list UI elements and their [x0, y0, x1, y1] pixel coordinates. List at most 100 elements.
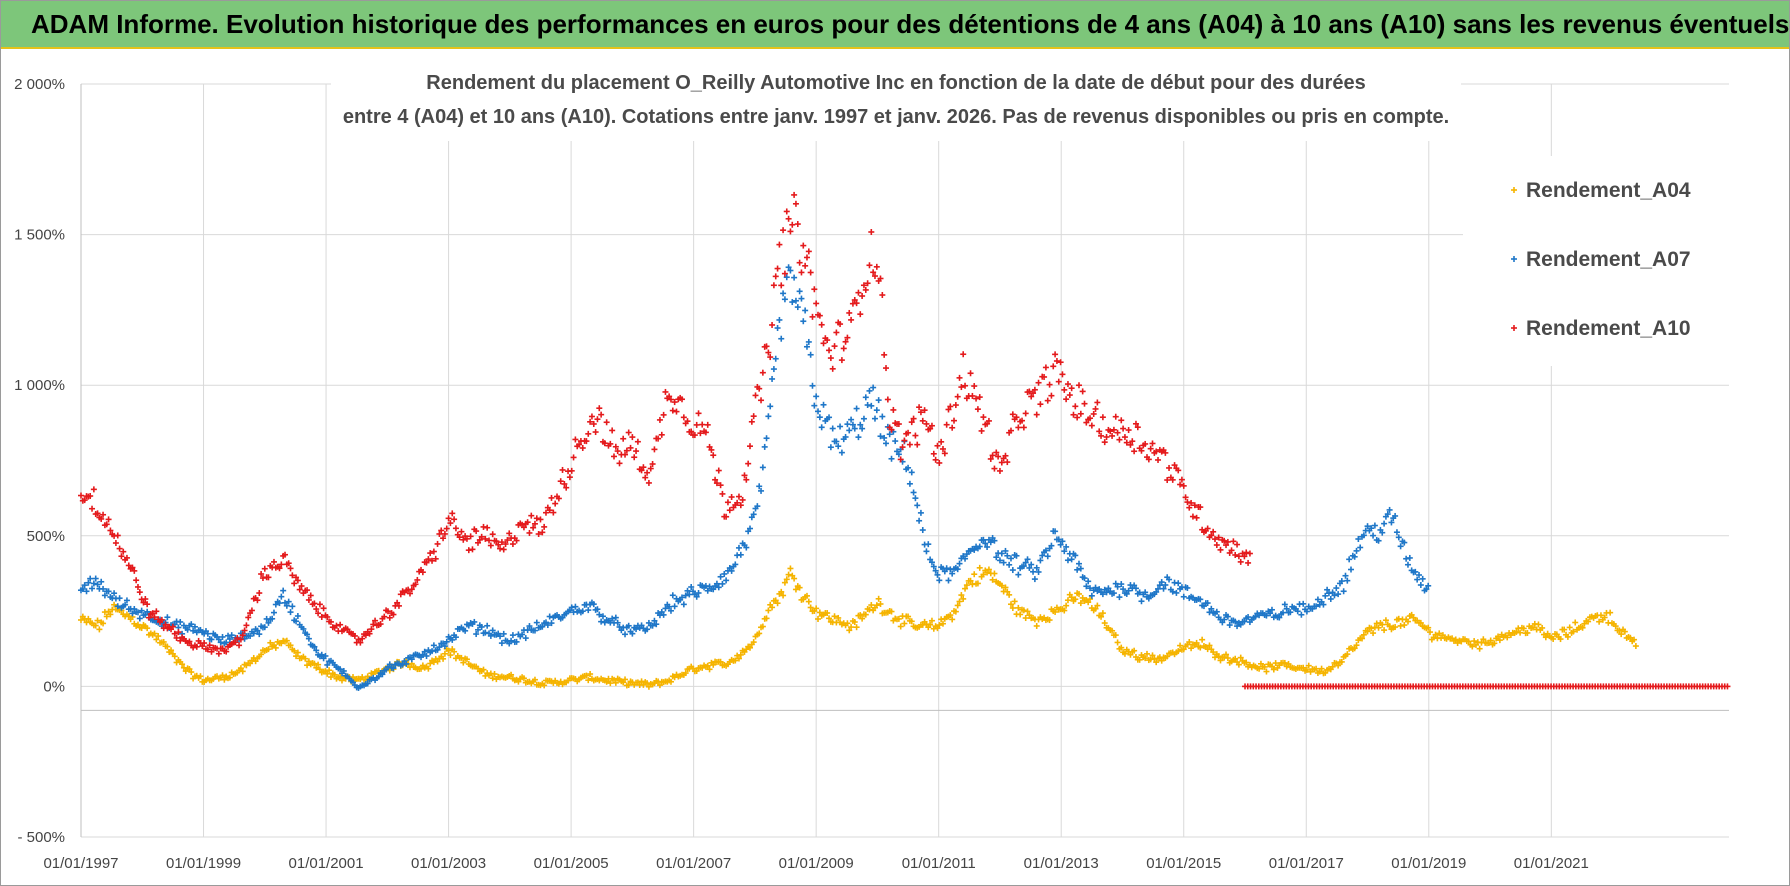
data-point — [892, 438, 899, 445]
data-point — [489, 675, 496, 682]
data-point — [743, 544, 750, 551]
data-point — [910, 489, 917, 496]
data-point — [756, 630, 763, 637]
data-point — [1112, 413, 1119, 420]
data-point — [688, 583, 695, 590]
data-point — [522, 635, 529, 642]
data-point — [293, 618, 300, 625]
data-point — [473, 528, 480, 535]
data-point — [406, 590, 413, 597]
data-point — [895, 421, 902, 428]
data-point — [1471, 638, 1478, 645]
data-point — [1175, 648, 1182, 655]
data-point — [625, 681, 632, 688]
data-point — [1143, 650, 1150, 657]
data-point — [531, 627, 538, 634]
data-point — [1164, 477, 1171, 484]
data-point — [294, 649, 301, 656]
data-point — [1055, 536, 1062, 543]
data-point — [1147, 445, 1154, 452]
banner: ADAM Informe. Evolution historique des p… — [1, 1, 1789, 49]
data-point — [1335, 591, 1342, 598]
data-point — [750, 511, 757, 518]
data-point — [686, 591, 693, 598]
data-point — [802, 262, 809, 269]
data-point — [1268, 663, 1275, 670]
data-point — [743, 476, 750, 483]
data-point — [1020, 424, 1027, 431]
data-point — [678, 396, 685, 403]
data-point — [513, 638, 520, 645]
data-point — [1331, 592, 1338, 599]
data-point — [1158, 657, 1165, 664]
data-point — [1109, 432, 1116, 439]
data-point — [537, 516, 544, 523]
data-point — [947, 612, 954, 619]
data-point — [620, 435, 627, 442]
data-point — [440, 655, 447, 662]
data-point — [789, 299, 796, 306]
data-point — [98, 515, 105, 522]
data-point — [140, 599, 147, 606]
data-point — [1314, 596, 1321, 603]
data-point — [337, 666, 344, 673]
data-point — [1524, 629, 1531, 636]
data-point — [835, 614, 842, 621]
data-point — [1092, 405, 1099, 412]
data-point — [1103, 589, 1110, 596]
data-point — [723, 577, 730, 584]
data-point — [941, 450, 948, 457]
data-point — [1039, 552, 1046, 559]
data-point — [1318, 665, 1325, 672]
data-point — [1083, 419, 1090, 426]
series-Rendement_A04 — [78, 564, 1639, 690]
data-point — [901, 620, 908, 627]
data-point — [695, 589, 702, 596]
data-point — [1287, 609, 1294, 616]
data-point — [1417, 619, 1424, 626]
data-point — [116, 545, 123, 552]
data-point — [276, 565, 283, 572]
data-point — [912, 495, 919, 502]
data-point — [1033, 411, 1040, 418]
data-point — [304, 587, 311, 594]
data-point — [250, 630, 257, 637]
data-point — [883, 365, 890, 372]
data-point — [471, 618, 478, 625]
data-point — [587, 671, 594, 678]
data-point — [304, 631, 311, 638]
data-point — [1496, 637, 1503, 644]
data-point — [831, 613, 838, 620]
data-point — [90, 580, 97, 587]
data-point — [324, 613, 331, 620]
data-point — [1074, 414, 1081, 421]
data-point — [1268, 606, 1275, 613]
data-point — [1162, 449, 1169, 456]
data-point — [486, 537, 493, 544]
data-point — [601, 440, 608, 447]
data-point — [1175, 580, 1182, 587]
data-point — [818, 321, 825, 328]
data-point — [756, 483, 763, 490]
data-point — [1384, 511, 1391, 518]
data-point — [1110, 426, 1117, 433]
data-point — [423, 559, 430, 566]
data-point — [1092, 605, 1099, 612]
data-point — [484, 622, 491, 629]
data-point — [1245, 614, 1252, 621]
data-point — [684, 587, 691, 594]
data-point — [1160, 585, 1167, 592]
data-point — [623, 447, 630, 454]
data-point — [1210, 649, 1217, 656]
data-point — [1173, 589, 1180, 596]
data-point — [598, 618, 605, 625]
data-point — [838, 449, 845, 456]
data-point — [265, 574, 272, 581]
data-point — [1465, 638, 1472, 645]
data-point — [177, 618, 184, 625]
data-point — [1370, 630, 1377, 637]
data-point — [739, 496, 746, 503]
data-point — [327, 618, 334, 625]
data-point — [1169, 476, 1176, 483]
data-point — [952, 402, 959, 409]
